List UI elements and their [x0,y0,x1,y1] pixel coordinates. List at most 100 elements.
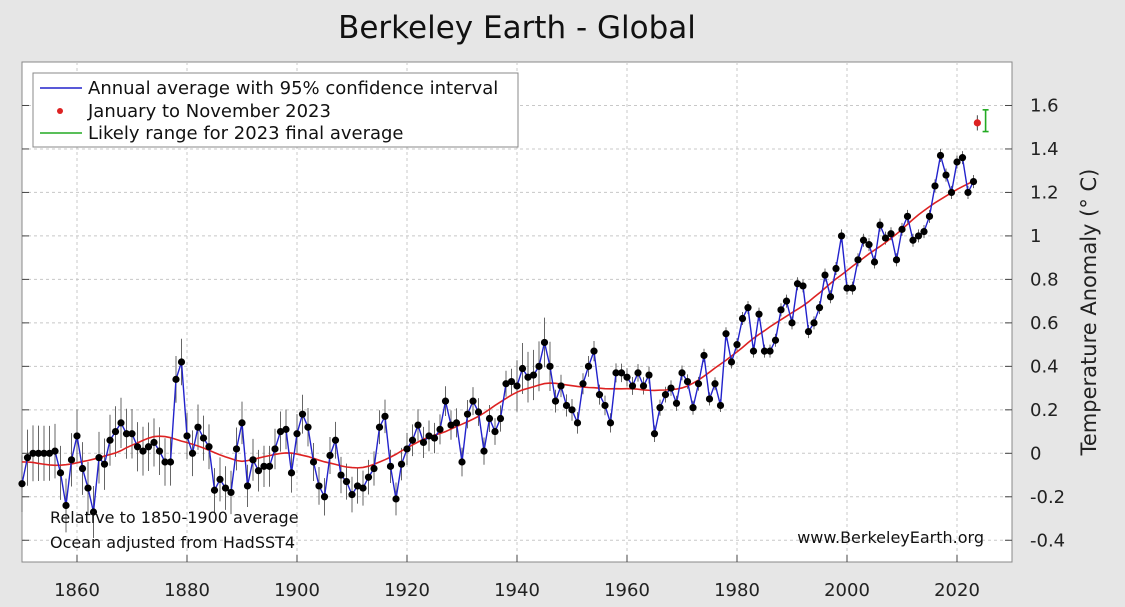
data-point [425,432,433,440]
data-point [485,414,494,423]
data-point [969,177,978,186]
data-point [89,508,98,516]
data-point [777,306,785,314]
data-point [606,419,615,427]
data-point [914,232,923,240]
legend-label-annual: Annual average with 95% confidence inter… [88,78,498,99]
y-tick-label: 1 [1030,226,1041,247]
y-tick-label: -0.2 [1030,487,1065,508]
data-point [612,369,620,377]
legend-swatch-2023 [57,108,63,114]
data-point [925,212,934,220]
data-point [282,425,290,433]
data-point [799,282,807,290]
data-point [518,364,527,373]
data-point [370,464,378,473]
y-axis-title: Temperature Anomaly (° C) [1077,169,1101,457]
data-point [502,380,510,388]
data-point [359,484,367,492]
y-tick-label: 1.2 [1030,182,1059,203]
trend-line [21,180,974,469]
data-point [353,482,362,490]
data-point [788,319,796,327]
data-point [947,188,956,197]
data-point [639,382,648,390]
trend-curve [21,180,974,469]
data-point [507,377,516,386]
data-point [524,373,532,381]
data-point [106,436,114,444]
y-tick-label: 0.4 [1030,356,1059,377]
x-tick-label: 2020 [934,580,980,601]
data-point [837,232,846,240]
data-point [958,154,967,162]
data-point [397,460,406,468]
data-point [227,488,235,497]
data-point [199,434,208,442]
data-point [348,491,356,499]
data-point [810,319,818,327]
data-point [216,475,224,483]
data-point [34,449,43,457]
x-axis: 1860 1880 1900 1920 1940 1960 1980 2000 2020 [54,555,980,601]
data-point [320,493,329,501]
data-point [623,373,631,381]
data-point [309,458,318,466]
data-point [386,462,395,470]
data-point [865,241,873,249]
data-point [111,427,120,436]
data-point [293,430,301,438]
data-point [67,456,76,464]
data-point [678,369,686,377]
data-point [243,482,252,490]
data-point [821,271,829,279]
x-tick-label: 1880 [164,580,210,601]
data-point [579,380,587,388]
legend-box [32,72,519,148]
data-point [84,484,92,492]
data-point [738,314,747,323]
y-tick-label: 0.6 [1030,313,1059,334]
data-point [782,297,791,305]
data-point [562,401,571,410]
data-point [381,412,389,420]
data-point [513,382,521,390]
data-point [73,432,81,440]
data-point [766,347,774,355]
data-point [804,327,813,336]
data-point [441,397,450,405]
data-point [447,421,455,429]
point-2023 [973,119,981,127]
data-point [689,404,697,412]
data-point [590,347,598,355]
data-point [617,369,626,377]
data-point [876,221,884,229]
data-point [551,397,560,405]
data-point [557,382,565,390]
data-point [304,423,312,431]
data-point [254,467,263,475]
data-point [584,362,593,370]
data-point [458,458,466,466]
data-point [661,391,670,399]
website-credit: www.BerkeleyEarth.org [797,528,984,547]
x-tick-label: 1920 [384,580,430,601]
data-point [656,404,664,412]
data-point [744,304,752,312]
data-point [848,284,857,292]
data-point [771,336,780,344]
y-tick-label: 1.4 [1030,139,1059,160]
data-point [95,454,103,462]
data-point [287,469,296,477]
data-point [414,421,422,429]
data-point [595,391,604,399]
data-point [166,458,175,466]
y-tick-label: 0 [1030,443,1041,464]
y-tick-label: -0.4 [1030,530,1065,551]
data-point [749,347,758,355]
data-point [601,401,609,410]
x-tick-label: 1860 [54,580,100,601]
data-point [650,430,659,438]
data-point [51,447,59,455]
